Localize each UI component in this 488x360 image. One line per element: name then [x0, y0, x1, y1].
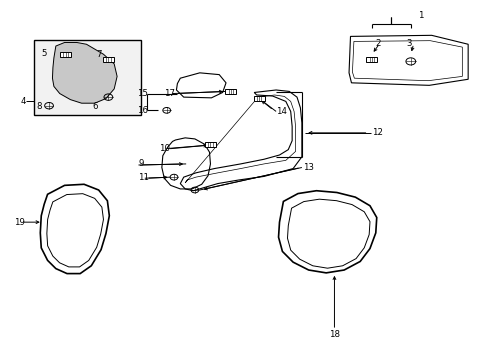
Text: 6: 6 [93, 102, 98, 111]
Bar [102, 57, 114, 62]
Bar [34, 40, 141, 115]
Polygon shape [52, 42, 117, 103]
Bar [253, 96, 264, 101]
Text: 15: 15 [136, 89, 147, 98]
Text: 16: 16 [136, 106, 147, 115]
Bar [60, 52, 71, 57]
Text: 3: 3 [405, 39, 410, 48]
Bar [225, 89, 236, 94]
Text: 19: 19 [14, 218, 24, 227]
Text: 12: 12 [371, 129, 382, 138]
Text: 14: 14 [276, 107, 286, 116]
Text: 5: 5 [41, 49, 47, 58]
Text: 7: 7 [97, 50, 102, 59]
Text: 17: 17 [164, 89, 175, 98]
Text: 2: 2 [375, 39, 381, 48]
Text: 13: 13 [302, 163, 313, 172]
Bar [204, 142, 216, 147]
Bar [366, 57, 377, 62]
Text: 9: 9 [138, 159, 143, 168]
Text: 4: 4 [20, 97, 26, 106]
Text: 8: 8 [36, 102, 42, 111]
Text: 10: 10 [159, 144, 170, 153]
Text: 18: 18 [328, 330, 339, 339]
Text: 11: 11 [138, 173, 149, 182]
Text: 1: 1 [417, 11, 423, 20]
